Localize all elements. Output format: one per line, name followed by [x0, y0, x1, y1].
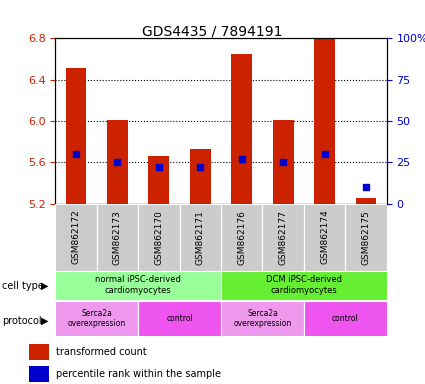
Point: [321, 151, 328, 157]
Text: GSM862170: GSM862170: [154, 210, 163, 265]
Point: [197, 164, 204, 170]
Bar: [345, 204, 387, 271]
Text: GSM862173: GSM862173: [113, 210, 122, 265]
Bar: [190, 149, 211, 204]
Bar: [304, 301, 387, 336]
Bar: [221, 301, 304, 336]
Text: GSM862171: GSM862171: [196, 210, 205, 265]
Text: control: control: [332, 314, 359, 323]
Text: GSM862177: GSM862177: [279, 210, 288, 265]
Bar: [55, 301, 138, 336]
Text: GSM862172: GSM862172: [71, 210, 80, 265]
Bar: [55, 271, 221, 300]
Bar: [138, 301, 221, 336]
Text: ▶: ▶: [41, 281, 48, 291]
Bar: [179, 204, 221, 271]
Bar: [314, 38, 335, 204]
Text: DCM iPSC-derived
cardiomyocytes: DCM iPSC-derived cardiomyocytes: [266, 275, 342, 295]
Point: [280, 159, 286, 166]
Bar: [29, 344, 48, 360]
Bar: [65, 68, 86, 204]
Point: [238, 156, 245, 162]
Bar: [148, 156, 169, 204]
Bar: [356, 199, 377, 204]
Bar: [221, 204, 262, 271]
Text: control: control: [166, 314, 193, 323]
Point: [363, 184, 369, 190]
Text: Serca2a
overexpression: Serca2a overexpression: [68, 309, 126, 328]
Bar: [231, 54, 252, 204]
Text: GSM862176: GSM862176: [237, 210, 246, 265]
Text: transformed count: transformed count: [57, 347, 147, 357]
Text: Serca2a
overexpression: Serca2a overexpression: [233, 309, 292, 328]
Bar: [138, 204, 179, 271]
Text: normal iPSC-derived
cardiomyocytes: normal iPSC-derived cardiomyocytes: [95, 275, 181, 295]
Text: GSM862174: GSM862174: [320, 210, 329, 265]
Text: cell type: cell type: [2, 281, 44, 291]
Point: [156, 164, 162, 170]
Bar: [96, 204, 138, 271]
Bar: [262, 204, 304, 271]
Bar: [304, 204, 345, 271]
Bar: [221, 271, 387, 300]
Text: percentile rank within the sample: percentile rank within the sample: [57, 369, 221, 379]
Bar: [107, 120, 128, 204]
Text: GDS4435 / 7894191: GDS4435 / 7894191: [142, 25, 283, 39]
Point: [73, 151, 79, 157]
Bar: [273, 120, 294, 204]
Bar: [29, 366, 48, 382]
Text: ▶: ▶: [41, 316, 48, 326]
Text: protocol: protocol: [2, 316, 42, 326]
Bar: [55, 204, 96, 271]
Point: [114, 159, 121, 166]
Text: GSM862175: GSM862175: [362, 210, 371, 265]
